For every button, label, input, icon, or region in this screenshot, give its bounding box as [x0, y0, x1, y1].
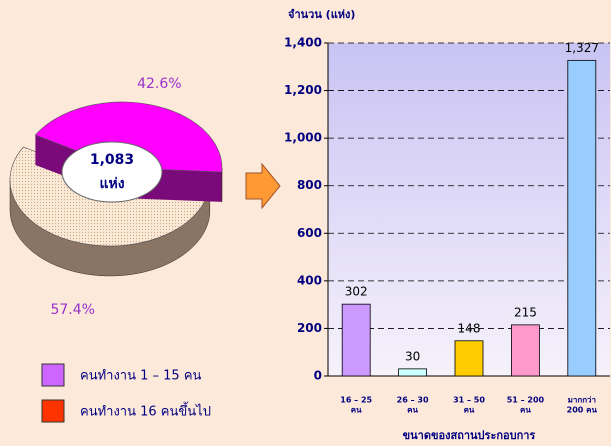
y-tick-label: 0 [314, 369, 322, 383]
bar [510, 324, 540, 377]
legend-swatch [41, 363, 65, 387]
center-label: แห่ง [99, 176, 124, 192]
y-tick-label: 800 [297, 178, 322, 192]
x-tick-label: 31 – 50 [453, 396, 485, 405]
y-tick-label: 1,200 [284, 83, 322, 97]
bar [341, 303, 371, 377]
plot-area [328, 43, 610, 376]
bar [567, 59, 597, 377]
value-label: 30 [405, 349, 420, 363]
legend-swatch [41, 399, 65, 423]
y-tick-label: 400 [297, 273, 322, 287]
center-badge [61, 141, 163, 203]
center-label: 1,083 [90, 152, 134, 168]
bar [398, 368, 428, 377]
y-tick-label: 1,400 [284, 36, 322, 50]
y-tick-label: 200 [297, 321, 322, 335]
value-label: 302 [345, 285, 368, 299]
x-tick-label: คน [407, 406, 418, 415]
y-tick-label: 1,000 [284, 131, 322, 145]
pie-label: 57.4% [50, 302, 94, 318]
x-axis-title: ขนาดของสถานประกอบการ [403, 429, 536, 442]
x-tick-label: คน [464, 406, 475, 415]
bar [454, 340, 484, 377]
value-label: 148 [458, 321, 481, 335]
legend-label: คนทำงาน 16 คนขึ้นไป [80, 402, 211, 420]
x-tick-label: 51 – 200 [507, 396, 545, 405]
legend-label: คนทำงาน 1 – 15 คน [80, 369, 202, 384]
pie-slice [34, 101, 223, 173]
arrow [245, 162, 281, 210]
value-label: 215 [514, 305, 537, 319]
x-tick-label: มากกว่า [568, 396, 596, 405]
y-axis-title: จำนวน (แห่ง) [288, 8, 355, 21]
y-tick-label: 600 [297, 226, 322, 240]
x-tick-label: 16 – 25 [340, 396, 372, 405]
x-tick-label: 26 – 30 [397, 396, 429, 405]
x-tick-label: คน [520, 406, 531, 415]
x-tick-label: 200 คน [567, 406, 598, 415]
x-tick-label: คน [351, 406, 362, 415]
value-label: 1,327 [565, 41, 599, 55]
pie-label: 42.6% [137, 76, 181, 92]
